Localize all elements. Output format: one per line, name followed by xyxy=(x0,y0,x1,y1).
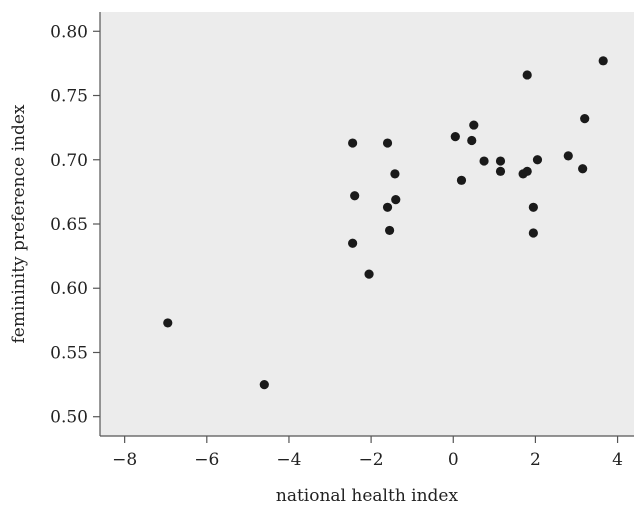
data-point xyxy=(532,155,543,165)
y-tick-label: 0.55 xyxy=(50,343,88,363)
data-point xyxy=(382,202,393,212)
data-point xyxy=(580,114,590,124)
data-point xyxy=(391,194,401,205)
x-tick-label: 4 xyxy=(612,450,623,470)
data-point xyxy=(382,138,393,148)
data-point xyxy=(528,228,538,238)
data-point xyxy=(495,166,506,176)
data-point xyxy=(598,56,608,66)
x-tick-label: −6 xyxy=(194,450,219,470)
data-point xyxy=(522,70,532,80)
y-tick-label: 0.80 xyxy=(50,22,88,42)
data-point xyxy=(467,135,477,146)
x-tick-label: −8 xyxy=(112,450,137,470)
data-point xyxy=(456,175,467,185)
y-axis-ticks: 0.50 0.55 0.60 0.65 0.70 0.75 0.80 xyxy=(50,22,100,428)
y-tick-label: 0.70 xyxy=(50,151,88,171)
plot-area xyxy=(100,12,634,436)
y-tick-label: 0.75 xyxy=(50,87,88,107)
data-point xyxy=(563,151,573,161)
data-point xyxy=(522,166,532,176)
x-axis-title: national health index xyxy=(276,486,459,506)
data-point xyxy=(364,269,374,279)
x-tick-label: 0 xyxy=(448,450,459,470)
data-point xyxy=(390,169,400,179)
data-point xyxy=(495,156,506,166)
data-point xyxy=(469,120,479,130)
data-point xyxy=(528,202,538,212)
x-axis-ticks: −8 −6 −4 −2 0 2 4 xyxy=(112,436,623,470)
data-point xyxy=(348,138,358,148)
x-tick-label: 2 xyxy=(530,450,541,470)
data-point xyxy=(163,318,173,328)
data-point xyxy=(450,132,460,142)
y-axis-title: femininity preference index xyxy=(9,104,29,343)
y-tick-label: 0.60 xyxy=(50,279,88,299)
data-point xyxy=(479,156,489,166)
data-point xyxy=(350,191,360,201)
data-point xyxy=(578,164,588,174)
data-point xyxy=(384,225,395,236)
data-point xyxy=(348,238,358,248)
x-tick-label: −2 xyxy=(359,450,384,470)
x-tick-label: −4 xyxy=(276,450,301,470)
data-point xyxy=(259,380,269,390)
data-points xyxy=(163,56,608,390)
y-tick-label: 0.65 xyxy=(50,215,88,235)
y-tick-label: 0.50 xyxy=(50,408,88,428)
